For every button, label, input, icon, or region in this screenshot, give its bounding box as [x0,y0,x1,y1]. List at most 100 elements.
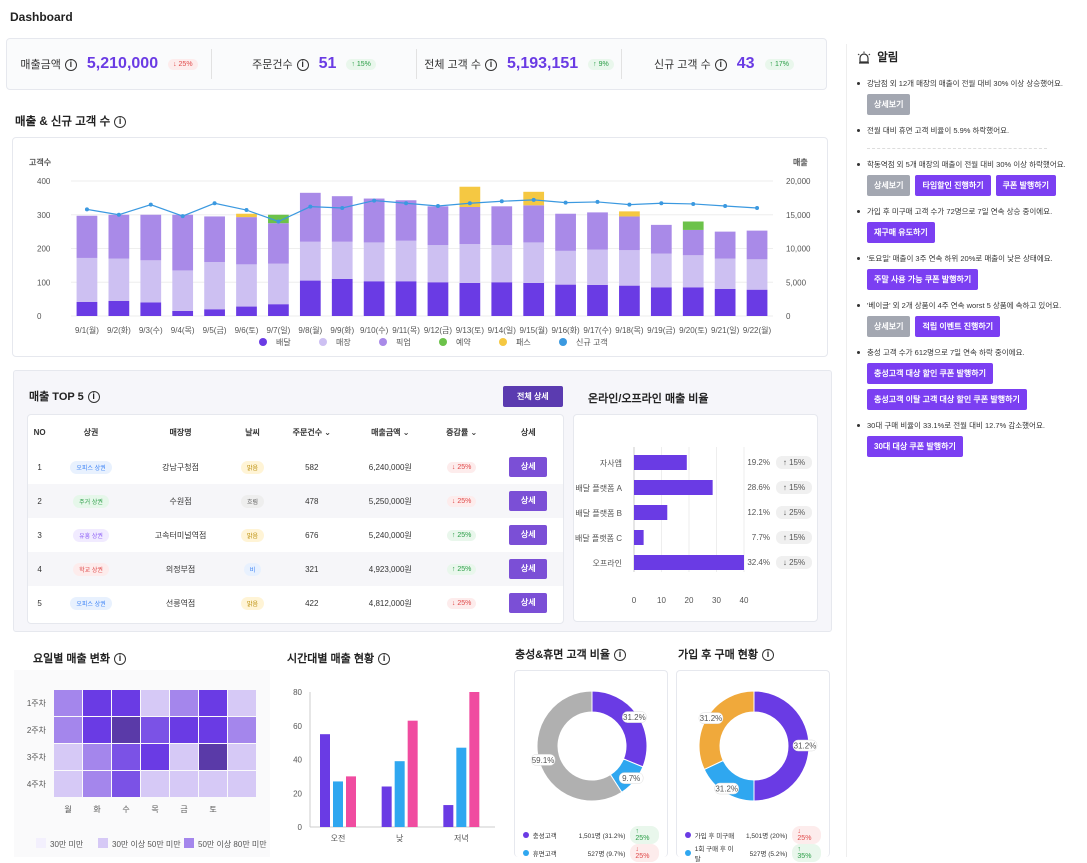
detail-button[interactable]: 상세 [509,457,548,477]
line-point [372,198,377,203]
line-point [467,201,472,206]
line-point [276,219,281,224]
bar-segment [395,281,417,316]
info-icon[interactable]: i [114,115,127,128]
slice-label-bg [618,772,644,784]
heat-cell [228,690,256,716]
info-icon[interactable]: i [378,653,391,666]
alert-action-button[interactable]: 충성고객 이탈 고객 대상 할인 쿠폰 발행하기 [867,389,1027,410]
legend-count: 527명 (5.2%) [749,851,788,858]
alerts-header: 알림 [857,49,898,65]
row-detail: 상세 [492,518,563,552]
info-icon[interactable]: i [87,391,100,404]
legend-swatch [98,838,108,848]
table-header-6[interactable]: 증감률 ⌄ [446,428,478,437]
bar-segment [619,285,640,316]
alert-action-button[interactable]: 30대 대상 쿠폰 발행하기 [867,436,963,457]
bar-segment [268,223,289,264]
x-tick-label: 9/3(수) [139,326,163,335]
info-icon[interactable]: i [64,59,77,72]
alert-text: 30대 구매 비율이 33.1%로 전월 대비 12.7% 감소했어요. [857,420,1082,431]
bar-segment [619,216,640,251]
slice-label: 9.7% [622,774,640,783]
table-row: 2 주거 상권 수원점 흐림 478 5,250,000원 ↓ 25% 상세 [28,484,563,518]
slice-label: 31.2% [700,714,723,723]
legend-count: 1,501명 (20%) [746,833,788,840]
info-icon[interactable]: i [484,59,497,72]
detail-button[interactable]: 상세 [509,593,548,613]
heat-cell [54,717,82,743]
info-icon[interactable]: i [762,649,775,662]
alert-action-button[interactable]: 타임할인 진행하기 [915,175,991,196]
alert-action-button[interactable]: 상세보기 [867,175,911,196]
right-tick-label: 10,000 [786,245,811,254]
alert-action-button[interactable]: 충성고객 대상 할인 쿠폰 발행하기 [867,363,993,384]
x-tick-label: 9/12(금) [424,326,453,335]
kpi-change-badge: ↑ 17% [764,58,794,70]
alert-action-button[interactable]: 상세보기 [867,316,911,337]
legend-label: 50만 이상 80만 미만 [198,839,267,849]
bar-segment [587,249,608,285]
detail-button[interactable]: 상세 [509,525,548,545]
alert-action-button[interactable]: 적립 이벤트 진행하기 [915,316,1001,337]
heat-cell [199,690,227,716]
top5-all-button[interactable]: 전체 상세 [503,386,563,407]
alert-block: 가입 후 미구매 고객 수가 72명으로 7일 연속 상승 중이에요. 재구매 유… [857,206,1082,243]
detail-button[interactable]: 상세 [509,559,548,579]
legend-count: 1,501명 (31.2%) [578,833,626,840]
slice-label-bg [714,782,739,795]
slice-label-bg [530,754,556,766]
kpi-value: 43 [736,55,755,72]
left-tick-label: 0 [37,312,42,321]
heat-cell [83,717,111,743]
slice-label: 31.2% [623,713,646,722]
top5-table: NO 상권 매장명 날씨 주문건수 ⌄ 매출금액 ⌄ 증감률 ⌄ 상세 1 오피스 상권 강남구청… [28,415,563,620]
weather-badge: 맑음 [241,596,265,610]
alert-action-button[interactable]: 쿠폰 발행하기 [995,175,1056,196]
change-badge: ↑ 15% [783,483,805,492]
info-icon[interactable]: i [296,59,309,72]
row-weather: 맑음 [230,450,274,484]
row-no: 4 [28,552,52,586]
bar-segment [650,287,672,316]
table-header-5[interactable]: 매출금액 ⌄ [371,428,410,437]
row-area: 학교 상권 [51,552,131,586]
detail-button[interactable]: 상세 [509,491,548,511]
table-header-1: 상권 [83,428,99,437]
line-point [627,202,632,207]
alert-block: 전월 대비 휴면 고객 비율이 5.9% 하락했어요. [857,125,1082,149]
table-row: 3 유흥 상권 고속터미널역점 맑음 676 5,240,000원 ↑ 25% 상세 [28,518,563,552]
rate-badge: ↓ 25% [446,597,477,609]
change-badge: ↑ 15% [783,533,805,542]
x-tick-label: 9/18(목) [615,326,644,335]
info-icon[interactable]: i [614,649,627,662]
row-sales: 4,812,000원 [368,598,412,608]
table-header-0: NO [33,428,46,437]
legend-swatch [319,338,327,346]
x-tick-label: 30 [712,596,721,605]
heat-cell [112,771,140,797]
y-tick-label: 60 [293,722,302,731]
weather-badge: 맑음 [241,460,265,474]
alert-divider [867,148,1047,149]
weekday-card: 1주차 2주차 3주차 4주차 월 화 수 목 금 토 30만 미만 30만 이상 50만 미만 50만… [14,670,270,857]
alert-action-button[interactable]: 상세보기 [867,94,911,115]
x-tick-label: 9/11(목) [392,326,420,335]
bar-segment [714,231,736,259]
line-point [404,201,409,206]
alert-action-button[interactable]: 주말 사용 가능 쿠폰 발행하기 [867,269,979,290]
heat-cell [141,744,169,770]
heat-cell [228,717,256,743]
x-tick-label: 9/7(일) [267,326,291,335]
kpi-value: 5,210,000 [86,55,159,72]
bar-segment [268,263,289,305]
row-store: 선릉역점 [165,598,196,608]
table-row: 5 오피스 상권 선릉역점 맑음 422 4,812,000원 ↓ 25% 상세 [28,586,563,620]
table-header-4[interactable]: 주문건수 ⌄ [292,428,331,437]
info-icon[interactable]: i [113,653,126,666]
info-icon[interactable]: i [714,59,727,72]
row-label: 4주차 [27,780,47,789]
line-point [499,199,504,204]
alert-action-button[interactable]: 재구매 유도하기 [867,222,935,243]
alerts-divider [846,44,847,857]
